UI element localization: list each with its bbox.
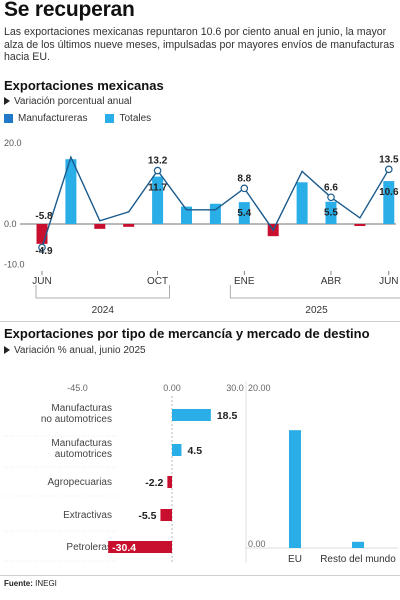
point-manufactureras: [327, 193, 335, 202]
bar-totales: [123, 224, 135, 227]
chart1-subtitle: Variación porcentual anual: [4, 96, 132, 107]
year-label: 2025: [305, 305, 328, 316]
dest-y-tick-label: 20.00: [248, 383, 271, 393]
chart1-subtitle-text: Variación porcentual anual: [14, 96, 132, 107]
legend-swatch-totales: [105, 114, 115, 123]
legend-label-totales: Totales: [119, 113, 152, 124]
legend-swatch-manufactureras: [4, 114, 13, 123]
data-label-manufactureras: 8.8: [237, 173, 251, 184]
data-label-manufactureras: -5.8: [35, 211, 53, 222]
category-label: Extractivas: [63, 510, 112, 521]
x-tick-label: JUN: [379, 276, 398, 287]
lead-paragraph: Las exportaciones mexicanas repuntaron 1…: [4, 26, 395, 64]
legend-label-manufactureras: Manufactureras: [18, 113, 88, 124]
category-label-line: Manufacturas: [51, 438, 112, 449]
chart2-subtitle: Variación % anual, junio 2025: [4, 345, 146, 356]
data-label-totales: 11.7: [148, 183, 167, 194]
bar-mercancia: [172, 409, 211, 421]
value-label: -2.2: [145, 477, 163, 489]
bar-totales: [36, 224, 48, 244]
y-tick-label: 0.0: [4, 219, 17, 229]
x-tick-label: 30.0: [226, 383, 244, 393]
x-tick-label: ENE: [234, 276, 255, 287]
data-label-manufactureras: 6.6: [324, 182, 338, 193]
x-tick-label: OCT: [147, 276, 168, 287]
section-divider: [0, 321, 400, 322]
source-value: INEGI: [32, 579, 57, 588]
bar-totales: [152, 176, 164, 224]
point-manufactureras: [384, 165, 393, 174]
chart2-title: Exportaciones por tipo de mercancía y me…: [4, 326, 370, 341]
bar-mercancia: [172, 444, 182, 456]
triangle-marker-icon: [4, 97, 10, 106]
chart1-svg: 20.0 0.0 -10.0 -5.8 13.2 8.8 6.6 13.5 -4.9 11.7 5.…: [4, 138, 400, 316]
data-label-manufactureras: 13.5: [379, 154, 399, 165]
bar-totales: [209, 203, 221, 224]
point-manufactureras: [153, 166, 162, 175]
data-label-totales: 10.6: [379, 187, 399, 198]
value-label: -5.5: [138, 510, 156, 522]
data-label-totales: 5.5: [324, 208, 338, 219]
x-tick-label: JUN: [32, 276, 51, 287]
x-tick-label: -45.0: [67, 383, 88, 393]
y-tick-label: -10.0: [4, 260, 25, 270]
value-label: -30.4: [112, 542, 136, 554]
bar-totales: [354, 224, 366, 227]
data-label-manufactureras: 13.2: [148, 156, 168, 167]
category-label: Manufacturas no automotrices: [41, 403, 112, 425]
x-tick-label: ABR: [321, 276, 342, 287]
footer-divider: [0, 575, 400, 576]
dest-category-label: Resto del mundo: [320, 554, 396, 565]
bar-totales: [94, 224, 106, 229]
bar-totales: [296, 182, 308, 224]
data-label-totales: 5.4: [237, 208, 251, 219]
category-label: Petroleras: [66, 542, 112, 553]
chart2-subtitle-text: Variación % anual, junio 2025: [14, 345, 146, 356]
headline: Se recuperan: [4, 0, 135, 21]
source-note: Fuente: INEGI: [4, 579, 57, 588]
bar-totales: [238, 202, 250, 224]
year-label: 2024: [92, 305, 115, 316]
chart1-legend: Manufactureras Totales: [4, 113, 169, 124]
point-manufactureras: [240, 184, 249, 193]
data-label-totales: -4.9: [35, 246, 53, 257]
dest-y-tick-label: 0.00: [248, 539, 266, 549]
bar-destino: [289, 430, 301, 548]
dest-category-label: EU: [288, 554, 302, 565]
year-bracket-2024: [35, 285, 170, 299]
bar-mercancia: [108, 541, 172, 553]
bar-totales: [325, 201, 337, 224]
category-label-line: automotrices: [55, 449, 112, 460]
bar-mercancia: [160, 509, 172, 521]
bar-totales: [65, 159, 77, 224]
x-tick-label: 0.00: [163, 383, 181, 393]
source-label: Fuente:: [4, 579, 33, 588]
bar-totales: [383, 181, 395, 224]
category-label: Manufacturas automotrices: [51, 438, 112, 460]
category-label-line: no automotrices: [41, 414, 112, 425]
legend-item-totales: Totales: [105, 113, 151, 124]
category-label: Agropecuarias: [48, 477, 112, 488]
bar-destino: [352, 541, 364, 548]
category-label-line: Manufacturas: [51, 403, 112, 414]
year-bracket-2025: [229, 285, 400, 299]
bar-totales: [181, 206, 192, 224]
line-manufactureras: [41, 155, 390, 248]
y-tick-label: 20.0: [4, 138, 22, 148]
legend-item-manufactureras: Manufactureras: [4, 113, 87, 124]
point-manufactureras: [38, 243, 46, 252]
bar-mercancia: [167, 476, 172, 488]
chart1-title: Exportaciones mexicanas: [4, 78, 164, 93]
value-label: 4.5: [187, 445, 202, 457]
triangle-marker-icon: [4, 346, 10, 355]
value-label: 18.5: [217, 410, 238, 422]
